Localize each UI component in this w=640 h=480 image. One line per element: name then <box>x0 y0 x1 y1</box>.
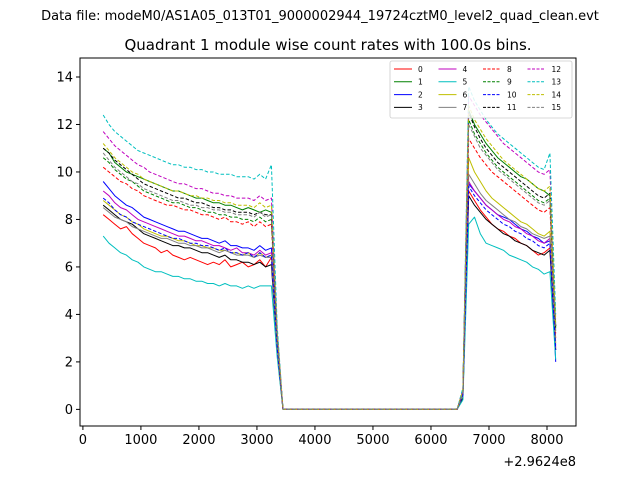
legend-item-11[interactable]: 11 <box>483 103 517 112</box>
x-tick-label: 1000 <box>124 433 157 448</box>
series-line-10 <box>102 185 557 410</box>
x-tick-label: 7000 <box>472 433 505 448</box>
y-tick-label: 6 <box>65 260 73 275</box>
x-tick-label: 3000 <box>240 433 273 448</box>
chart-title: Quadrant 1 module wise count rates with … <box>124 36 531 54</box>
series-line-2 <box>102 181 557 410</box>
y-tick-label: 8 <box>65 213 73 228</box>
series-line-15 <box>102 124 557 410</box>
series-layer <box>102 86 557 410</box>
y-tick-label: 12 <box>56 118 73 133</box>
series-line-9 <box>102 119 557 410</box>
legend-box <box>389 60 573 119</box>
legend-label: 12 <box>552 65 562 74</box>
legend-label: 2 <box>418 90 423 99</box>
series-line-12 <box>102 95 557 410</box>
legend-label: 1 <box>418 78 423 87</box>
legend-item-14[interactable]: 14 <box>527 90 562 99</box>
x-tick-label: 8000 <box>530 433 563 448</box>
legend-item-3[interactable]: 3 <box>394 103 423 112</box>
legend-label: 0 <box>418 65 423 74</box>
legend-label: 6 <box>463 90 468 99</box>
legend-item-2[interactable]: 2 <box>394 90 423 99</box>
legend-label: 8 <box>507 65 512 74</box>
series-line-3 <box>102 195 557 410</box>
y-tick-label: 2 <box>65 355 73 370</box>
legend-item-1[interactable]: 1 <box>394 78 423 87</box>
legend-item-6[interactable]: 6 <box>438 90 468 99</box>
legend-label: 3 <box>418 103 423 112</box>
file-suptitle: Data file: modeM0/AS1A05_013T01_90000029… <box>41 9 599 24</box>
series-line-5 <box>102 216 557 410</box>
legend-item-10[interactable]: 10 <box>483 90 517 99</box>
x-tick-label: 4000 <box>298 433 331 448</box>
series-line-7 <box>102 173 557 410</box>
legend-item-5[interactable]: 5 <box>438 78 468 87</box>
x-axis: 0 1000 2000 3000 4000 5000 6000 7000 8000 <box>79 426 564 448</box>
x-tick-label: 6000 <box>414 433 447 448</box>
series-line-14 <box>102 105 557 410</box>
plot-area: 0 1000 2000 3000 4000 5000 6000 7000 8000 0 2 4 6 8 1… <box>56 57 577 448</box>
legend-item-12[interactable]: 12 <box>527 65 562 74</box>
legend-item-13[interactable]: 13 <box>527 78 562 87</box>
legend-item-15[interactable]: 15 <box>527 103 562 112</box>
legend-label: 7 <box>463 103 468 112</box>
y-tick-label: 0 <box>65 403 73 418</box>
legend-item-7[interactable]: 7 <box>438 103 468 112</box>
series-line-8 <box>102 138 557 410</box>
series-line-13 <box>102 86 557 410</box>
legend-item-4[interactable]: 4 <box>438 65 468 74</box>
axes-frame <box>79 57 577 427</box>
legend-label: 11 <box>507 103 517 112</box>
legend-item-0[interactable]: 0 <box>394 65 423 74</box>
legend-label: 10 <box>507 90 517 99</box>
legend-label: 14 <box>552 90 562 99</box>
x-tick-label: 0 <box>79 433 87 448</box>
legend-item-9[interactable]: 9 <box>483 78 512 87</box>
legend-label: 4 <box>463 65 468 74</box>
y-tick-label: 4 <box>65 308 73 323</box>
x-tick-label: 5000 <box>356 433 389 448</box>
legend-label: 13 <box>552 78 562 87</box>
legend-label: 9 <box>507 78 512 87</box>
legend-label: 5 <box>463 78 468 87</box>
y-tick-label: 10 <box>56 165 73 180</box>
y-axis: 0 2 4 6 8 10 12 14 <box>56 70 80 418</box>
series-line-11 <box>102 112 557 410</box>
series-line-0 <box>102 190 557 410</box>
legend-label: 15 <box>552 103 562 112</box>
x-offset-label: +2.9624e8 <box>503 455 576 470</box>
y-tick-label: 14 <box>56 70 73 85</box>
legend-item-8[interactable]: 8 <box>483 65 512 74</box>
x-tick-label: 2000 <box>182 433 215 448</box>
